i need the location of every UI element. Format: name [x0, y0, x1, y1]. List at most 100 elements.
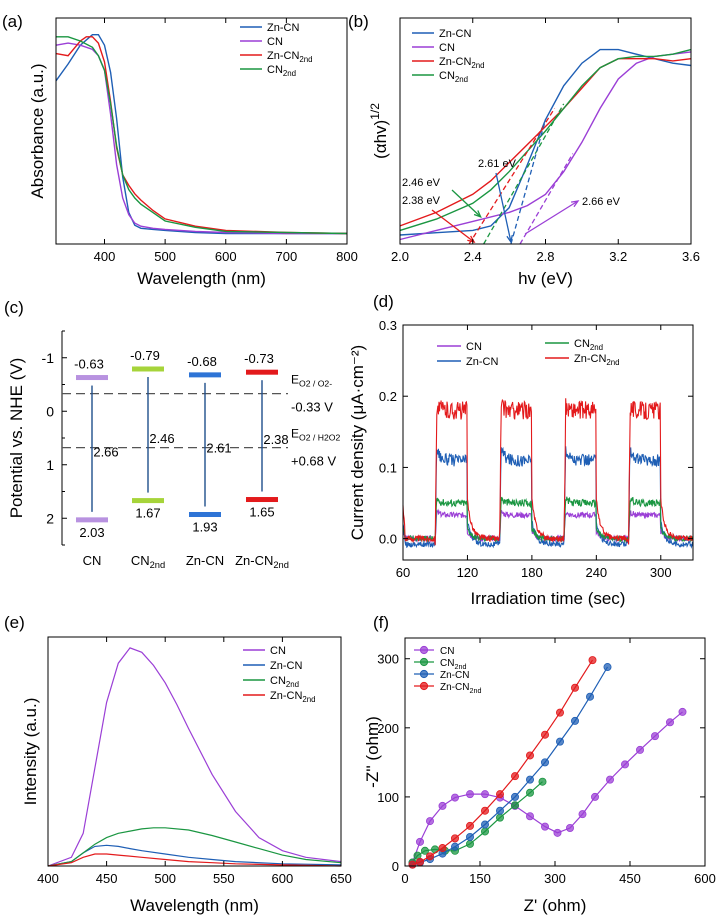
tauc-annotation-CN_2nd: 2.46 eV — [402, 177, 441, 189]
panel-d-ytick-label: 0.3 — [379, 318, 397, 333]
nyquist-point-Zn-CN — [586, 692, 595, 701]
panel-d-legend-label: CN — [466, 341, 482, 353]
panel-f: 0 150 300 450 600 0 100 200 300 CNCN2ndZn-CNZn-CN… — [363, 613, 716, 915]
panel-f-ylabel: -Z'' (ohm) — [363, 716, 382, 788]
panel-c-ytick-label: -1 — [42, 350, 55, 366]
band-vb-label: 1.65 — [249, 505, 274, 520]
absorbance-series-Zn-CN_2nd — [55, 36, 348, 235]
nyquist-point-CN_2nd — [480, 827, 489, 836]
absorbance-series-CN_2nd — [56, 36, 348, 235]
nyquist-point-CN — [480, 790, 489, 799]
band-cb-bar-Zn-CN_2nd_bar — [246, 369, 278, 375]
nyquist-point-Zn-CN_2nd — [408, 860, 417, 869]
nyquist-point-CN_2nd — [510, 801, 519, 810]
nyquist-point-Zn-CN — [541, 758, 550, 767]
panel-d-legend-label: Zn-CN2nd — [574, 353, 620, 367]
panel-d-xtick-label: 180 — [521, 565, 543, 580]
nyquist-point-Zn-CN_2nd — [425, 852, 434, 861]
tauc-annotation-CN: 2.66 eV — [582, 196, 621, 208]
panel-a-legend-label: Zn-CN — [267, 22, 299, 34]
panel-e-frame — [47, 636, 342, 867]
tauc-annotation-Zn-CN_2nd: 2.38 eV — [402, 195, 441, 207]
panel-c-ytick-label: 0 — [46, 403, 54, 419]
band-vb-bar-Zn-CN_bar — [189, 512, 221, 518]
nyquist-point-Zn-CN_2nd — [465, 821, 474, 830]
tauc-arrowhead-CN — [570, 200, 580, 208]
nyquist-point-CN — [578, 810, 587, 819]
band-gap-label: 2.61 — [206, 441, 231, 456]
panel-f-legend-label: Zn-CN2nd — [440, 682, 481, 695]
panel-a-letter: (a) — [2, 12, 23, 31]
panel-f-legend-marker — [419, 645, 429, 655]
band-sample-label: Zn-CN — [186, 553, 224, 568]
nyquist-point-CN — [438, 801, 447, 810]
panel-d-ytick-label: 0.1 — [379, 460, 397, 475]
tauc-extrapolation-Zn-CN_2nd — [468, 108, 556, 245]
panel-b-xtick-label: 2.8 — [536, 249, 554, 264]
panel-a-xtick-label: 500 — [154, 249, 176, 264]
panel-f-xtick-label: 450 — [619, 871, 641, 886]
panel-e-legend-label: CN — [270, 645, 286, 657]
nyquist-point-CN — [678, 707, 687, 716]
photocurrent-series-Zn-CN — [402, 446, 694, 549]
panel-a-xtick-label: 800 — [336, 249, 358, 264]
panel-f-ytick-label: 100 — [377, 790, 399, 805]
band-vb-bar-CN_bar — [76, 517, 108, 523]
nyquist-point-CN_2nd — [420, 846, 429, 855]
panel-f-legend-marker — [419, 669, 429, 679]
panel-c-reference-label: EO2 / H2O2 — [291, 427, 340, 443]
tauc-extrapolation-CN_2nd — [483, 103, 565, 245]
nyquist-point-CN — [425, 817, 434, 826]
panel-d-legend-label: CN2nd — [574, 338, 603, 352]
band-cb-bar-CN_2nd_bar — [132, 366, 164, 372]
absorbance-series-CN — [55, 42, 347, 235]
panel-e-xtick-label: 500 — [154, 871, 176, 886]
panel-f-xtick-label: 600 — [694, 871, 716, 886]
panel-f-legend-label: Zn-CN — [440, 670, 469, 681]
nyquist-point-CN — [465, 790, 474, 799]
band-cb-label: -0.79 — [130, 348, 160, 363]
panel-e-xtick-label: 550 — [213, 871, 235, 886]
panel-b-xtick-label: 2.0 — [391, 249, 409, 264]
band-vb-label: 2.03 — [79, 525, 104, 540]
panel-b-letter: (b) — [348, 12, 369, 31]
panel-c-ylabel: Potential vs. NHE (V) — [7, 358, 26, 519]
nyquist-point-CN — [450, 793, 459, 802]
tauc-arrowhead-Zn-CN — [506, 235, 513, 244]
panel-f-letter: (f) — [373, 613, 389, 632]
band-gap-label: 2.46 — [149, 431, 174, 446]
panel-e-xtick-label: 650 — [330, 871, 352, 886]
panel-e-xlabel: Wavelength (nm) — [130, 896, 259, 915]
nyquist-line-Zn-CN — [412, 666, 609, 866]
nyquist-point-CN — [636, 745, 645, 754]
panel-b-legend-label: Zn-CN2nd — [439, 56, 485, 70]
panel-c: -1 0 1 2 EO2 / O2- -0.33 V EO2 / H2O2 +0.68 V -0… — [4, 298, 340, 570]
panel-a-xtick-label: 700 — [276, 249, 298, 264]
panel-d-xtick-label: 240 — [585, 565, 607, 580]
panel-d-ytick-label: 0.0 — [379, 532, 397, 547]
panel-f-legend-marker — [419, 657, 429, 667]
nyquist-point-Zn-CN_2nd — [415, 857, 424, 866]
tauc-arrow-Zn-CN — [495, 172, 512, 243]
band-gap-label: 2.38 — [263, 432, 288, 447]
panel-d-letter: (d) — [373, 292, 394, 311]
panel-b-xtick-label: 3.6 — [682, 249, 700, 264]
nyquist-point-Zn-CN_2nd — [450, 834, 459, 843]
tauc-arrowhead-CN_2nd — [473, 210, 482, 219]
band-sample-label: CN2nd — [131, 553, 165, 570]
panel-a-xlabel: Wavelength (nm) — [137, 269, 266, 288]
band-vb-label: 1.93 — [192, 520, 217, 535]
panel-f-legend-marker — [419, 681, 429, 691]
tauc-arrow-CN_2nd — [451, 189, 482, 218]
band-sample-label: Zn-CN2nd — [235, 553, 289, 570]
panel-d: 60 120 180 240 300 0.0 0.1 0.2 0.3 CN Zn-CN CN2ndZn… — [348, 292, 694, 608]
nyquist-point-CN — [415, 837, 424, 846]
nyquist-point-CN — [553, 828, 562, 837]
nyquist-point-Zn-CN_2nd — [438, 844, 447, 853]
panel-d-xtick-label: 60 — [396, 565, 410, 580]
tauc-extrapolation-Zn-CN — [510, 119, 547, 245]
panel-a-legend-label: CN — [267, 36, 283, 48]
panel-d-xtick-label: 120 — [457, 565, 479, 580]
